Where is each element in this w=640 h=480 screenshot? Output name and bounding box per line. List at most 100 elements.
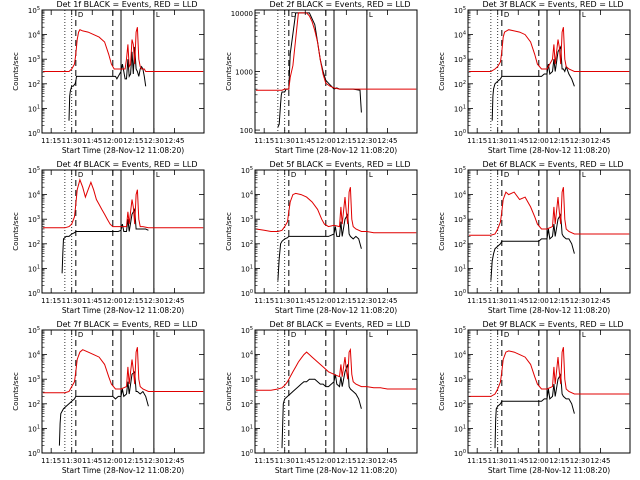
time-markers bbox=[277, 330, 368, 453]
plot-frame bbox=[254, 9, 418, 134]
y-tick-label: 105 bbox=[454, 166, 466, 175]
x-tick-label: 11:45 bbox=[82, 457, 102, 465]
y-tick-label: 101 bbox=[454, 104, 466, 113]
x-tick-label: 11:30 bbox=[488, 297, 508, 305]
marker-tag: D bbox=[504, 11, 509, 19]
marker-tag: L bbox=[156, 331, 160, 339]
x-tick-label: 11:15 bbox=[41, 137, 61, 145]
x-tick-label: 11:30 bbox=[62, 457, 82, 465]
y-tick-label: 102 bbox=[241, 400, 253, 409]
plot-frame bbox=[41, 329, 205, 454]
x-tick-label: 12:45 bbox=[590, 457, 610, 465]
lld-series-line bbox=[43, 347, 204, 394]
y-tick-label: 101 bbox=[454, 264, 466, 273]
x-tick-label: 12:30 bbox=[144, 137, 164, 145]
panel-title: Det 6f BLACK = Events, RED = LLD bbox=[482, 160, 623, 169]
y-tick-label: 105 bbox=[241, 326, 253, 335]
x-tick-label: 12:15 bbox=[123, 297, 143, 305]
y-tick-label: 10000 bbox=[231, 10, 253, 18]
x-axis-label: Start Time (28-Nov-12 11:08:20) bbox=[62, 306, 184, 315]
y-tick-label: 104 bbox=[28, 351, 40, 360]
y-tick-label: 100 bbox=[241, 289, 253, 298]
x-tick-label: 12:30 bbox=[570, 297, 590, 305]
x-axis-label: Start Time (28-Nov-12 11:08:20) bbox=[275, 146, 397, 155]
marker-tag: L bbox=[582, 11, 586, 19]
y-tick-label: 104 bbox=[241, 191, 253, 200]
y-tick-label: 103 bbox=[454, 215, 466, 224]
x-tick-label: 11:15 bbox=[41, 297, 61, 305]
events-series-line bbox=[490, 212, 575, 281]
y-axis-label: Counts/sec bbox=[225, 52, 233, 91]
lld-series-line bbox=[255, 187, 417, 234]
marker-tag: L bbox=[369, 11, 373, 19]
x-tick-label: 11:45 bbox=[508, 137, 528, 145]
x-tick-label: 12:00 bbox=[316, 457, 336, 465]
x-tick-label: 12:30 bbox=[570, 457, 590, 465]
x-tick-label: 11:45 bbox=[508, 457, 528, 465]
panel-title: Det 3f BLACK = Events, RED = LLD bbox=[482, 0, 623, 9]
y-tick-label: 105 bbox=[28, 166, 40, 175]
plot-frame bbox=[467, 169, 631, 294]
x-tick-label: 12:00 bbox=[529, 457, 549, 465]
y-axis-label: Counts/sec bbox=[438, 52, 446, 91]
y-tick-label: 100 bbox=[28, 289, 40, 298]
x-tick-label: 12:15 bbox=[549, 457, 569, 465]
lld-series-line bbox=[43, 178, 204, 229]
events-series-line bbox=[277, 212, 362, 281]
y-axis-label: Counts/sec bbox=[12, 212, 20, 251]
events-series-line bbox=[491, 45, 575, 121]
x-tick-label: 12:00 bbox=[316, 297, 336, 305]
y-tick-label: 101 bbox=[28, 104, 40, 113]
y-axis-label: Counts/sec bbox=[225, 212, 233, 251]
y-axis-label: Counts/sec bbox=[438, 212, 446, 251]
x-tick-label: 12:45 bbox=[377, 297, 397, 305]
x-tick-label: 12:30 bbox=[144, 457, 164, 465]
y-tick-label: 100 bbox=[241, 449, 253, 458]
y-tick-label: 100 bbox=[28, 129, 40, 138]
y-tick-label: 103 bbox=[454, 55, 466, 64]
lld-series-line bbox=[43, 27, 204, 72]
x-tick-label: 12:00 bbox=[529, 137, 549, 145]
x-tick-label: 12:30 bbox=[144, 297, 164, 305]
y-tick-label: 105 bbox=[28, 6, 40, 15]
x-tick-label: 11:15 bbox=[41, 457, 61, 465]
y-tick-label: 104 bbox=[28, 31, 40, 40]
y-tick-label: 102 bbox=[28, 80, 40, 89]
x-tick-label: 11:15 bbox=[254, 457, 274, 465]
y-tick-label: 103 bbox=[28, 375, 40, 384]
y-tick-label: 103 bbox=[241, 215, 253, 224]
y-tick-label: 105 bbox=[241, 166, 253, 175]
x-axis-label: Start Time (28-Nov-12 11:08:20) bbox=[488, 466, 610, 475]
x-axis-label: Start Time (28-Nov-12 11:08:20) bbox=[275, 306, 397, 315]
x-tick-label: 11:45 bbox=[82, 297, 102, 305]
x-tick-label: 11:15 bbox=[254, 137, 274, 145]
y-tick-label: 102 bbox=[454, 240, 466, 249]
x-axis-label: Start Time (28-Nov-12 11:08:20) bbox=[488, 306, 610, 315]
events-series-line bbox=[58, 370, 149, 446]
plot-frame bbox=[467, 9, 631, 134]
x-tick-label: 12:15 bbox=[549, 137, 569, 145]
lld-series-line bbox=[256, 347, 417, 391]
marker-tag: D bbox=[78, 11, 83, 19]
y-tick-label: 103 bbox=[28, 215, 40, 224]
x-axis-label: Start Time (28-Nov-12 11:08:20) bbox=[488, 146, 610, 155]
time-markers bbox=[490, 330, 581, 453]
marker-tag: D bbox=[291, 331, 296, 339]
y-tick-label: 101 bbox=[241, 264, 253, 273]
x-tick-label: 11:30 bbox=[62, 137, 82, 145]
events-series-line bbox=[61, 207, 149, 274]
events-series-line bbox=[494, 372, 575, 449]
y-tick-label: 101 bbox=[28, 264, 40, 273]
y-tick-label: 102 bbox=[241, 240, 253, 249]
marker-tag: L bbox=[369, 171, 373, 179]
panel-title: Det 4f BLACK = Events, RED = LLD bbox=[56, 160, 197, 169]
y-tick-label: 103 bbox=[454, 375, 466, 384]
lld-series-line bbox=[256, 12, 417, 91]
panel-title: Det 5f BLACK = Events, RED = LLD bbox=[269, 160, 410, 169]
x-tick-label: 12:30 bbox=[357, 297, 377, 305]
y-tick-label: 105 bbox=[454, 326, 466, 335]
panel-title: Det 7f BLACK = Events, RED = LLD bbox=[56, 320, 197, 329]
